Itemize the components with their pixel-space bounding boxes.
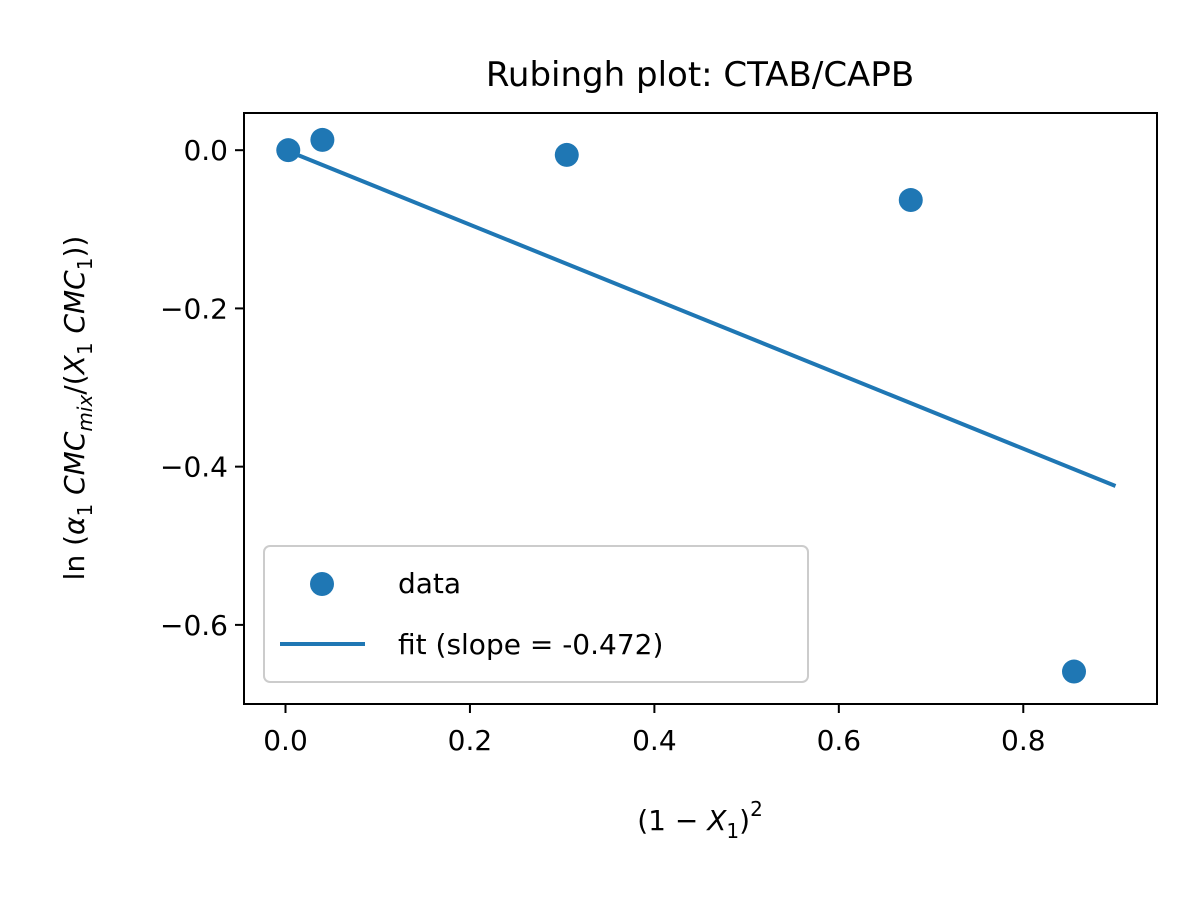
data-point-3	[898, 188, 923, 213]
x-tick-label-2: 0.4	[632, 724, 677, 757]
fit-line	[293, 151, 1117, 488]
data-point-1	[310, 127, 335, 152]
y-axis-label: ln (α1 CMCmix/(X1 CMC1))	[58, 236, 97, 581]
legend-box	[263, 545, 809, 683]
legend: data fit (slope = -0.472)	[263, 545, 809, 683]
x-tick-label-0: 0.0	[263, 724, 308, 757]
chart-title: Rubingh plot: CTAB/CAPB	[486, 55, 914, 95]
y-tick-label-1: −0.2	[160, 292, 228, 325]
data-point-0	[276, 138, 301, 163]
legend-label-fit: fit (slope = -0.472)	[398, 628, 663, 661]
x-axis-label: (1 − X1)2	[637, 797, 763, 843]
legend-label-data: data	[398, 567, 461, 600]
data-point-4	[1062, 659, 1086, 684]
axes-layer: 0.0 0.2 0.4 0.6 0.8 0.0 −0.2 −0.4 −0.6	[160, 112, 1158, 757]
y-tick-label-0: 0.0	[183, 134, 228, 167]
x-tick-label-1: 0.2	[448, 724, 493, 757]
y-tick-label-2: −0.4	[160, 451, 228, 484]
legend-marker-data	[310, 572, 334, 596]
plot-layer	[276, 127, 1117, 684]
data-point-2	[554, 142, 579, 167]
x-tick-label-4: 0.8	[1001, 724, 1046, 757]
y-tick-label-3: −0.6	[160, 609, 228, 642]
axes-frame	[243, 112, 1158, 705]
x-tick-label-3: 0.6	[817, 724, 862, 757]
